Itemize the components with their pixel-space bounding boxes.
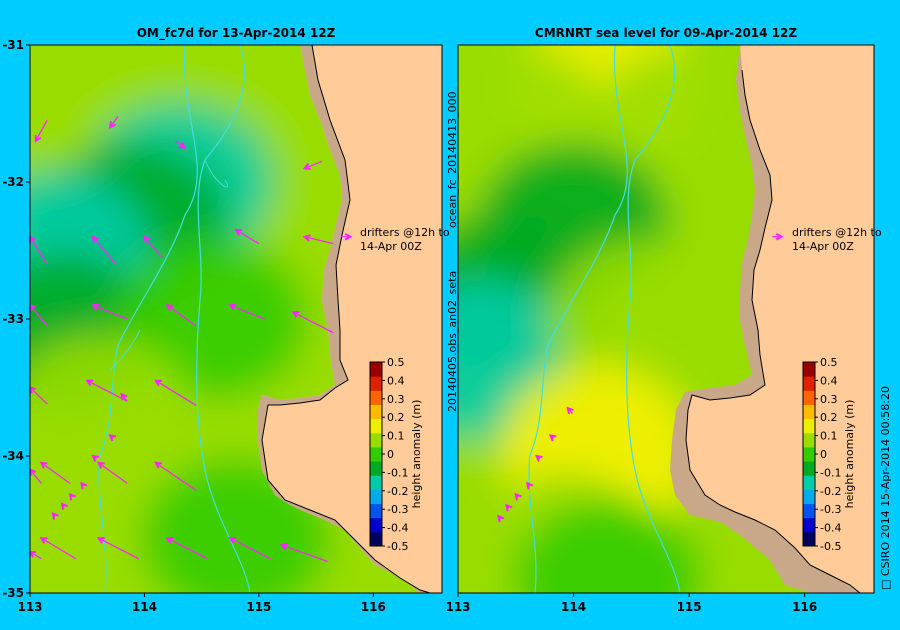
x-tick-label: 116 (792, 600, 817, 614)
x-tick-label: 114 (561, 600, 586, 614)
colorbar-tick-label: -0.4 (387, 522, 408, 535)
colorbar-swatch (370, 489, 382, 504)
right-panel: CMRNRT sea level for 09-Apr-2014 12Z dri… (386, 5, 900, 630)
colorbar-tick-label: 0.3 (387, 393, 405, 406)
colorbar-swatch (803, 404, 815, 419)
colorbar-swatch (370, 518, 382, 533)
footer-label: □ CSIRO 2014 15-Apr-2014 00:58:20 (879, 386, 892, 590)
colorbar-swatch (803, 504, 815, 519)
y-tick-label: -31 (2, 38, 24, 52)
x-tick-label: 115 (246, 600, 271, 614)
colorbar-swatch (370, 419, 382, 434)
colorbar-tick-label: 0 (387, 448, 394, 461)
right-title: CMRNRT sea level for 09-Apr-2014 12Z (535, 26, 797, 40)
colorbar-tick-label: 0.1 (387, 430, 405, 443)
x-tick-label: 113 (445, 600, 470, 614)
left-field (0, 0, 482, 630)
colorbar-swatch (370, 475, 382, 490)
colorbar-tick-label: -0.5 (387, 540, 408, 553)
colorbar-swatch (803, 447, 815, 462)
colorbar-label: height anomaly (m) (410, 400, 423, 509)
colorbar-swatch (370, 362, 382, 377)
colorbar-swatch (803, 518, 815, 533)
colorbar-tick-label: -0.2 (820, 485, 841, 498)
colorbar-swatch (803, 461, 815, 476)
x-tick-label: 116 (361, 600, 386, 614)
left-x-ticks: 113 114 115 116 (17, 593, 385, 614)
colorbar-swatch (803, 362, 815, 377)
right-field (386, 5, 900, 630)
left-panel: OM_fc7d for 13-Apr-2014 12Z drifters @12… (0, 0, 482, 630)
colorbar-swatch (370, 376, 382, 391)
colorbar-swatch (803, 376, 815, 391)
colorbar-swatch (370, 433, 382, 448)
y-tick-label: -35 (2, 586, 24, 600)
colorbar-swatch (803, 475, 815, 490)
colorbar-swatch (370, 504, 382, 519)
colorbar-tick-label: -0.5 (820, 540, 841, 553)
colorbar-swatch (370, 404, 382, 419)
colorbar-tick-label: 0.4 (820, 374, 838, 387)
colorbar-tick-label: 0.2 (820, 411, 838, 424)
colorbar-swatch (370, 532, 382, 547)
colorbar-swatch (803, 489, 815, 504)
colorbar-tick-label: -0.2 (387, 485, 408, 498)
colorbar-tick-label: 0.2 (387, 411, 405, 424)
colorbar-tick-label: -0.3 (387, 503, 408, 516)
colorbar-tick-label: 0.5 (820, 356, 838, 369)
colorbar-label: height anomaly (m) (843, 400, 856, 509)
colorbar-swatch (803, 532, 815, 547)
colorbar-tick-label: 0.5 (387, 356, 405, 369)
colorbar-tick-label: 0.1 (820, 430, 838, 443)
colorbar-swatch (803, 433, 815, 448)
colorbar-swatch (370, 447, 382, 462)
y-tick-label: -32 (2, 175, 24, 189)
file-label-left: 20140405.obs_an02_seta (446, 271, 459, 412)
right-x-ticks: 113 114 115 116 (445, 593, 817, 614)
file-label-right: ocean_fc_20140413_000 (446, 91, 459, 228)
right-annotation-line1: drifters @12h to (792, 226, 882, 239)
y-tick-label: -33 (2, 312, 24, 326)
colorbar-swatch (803, 419, 815, 434)
colorbar-tick-label: 0.4 (387, 374, 405, 387)
colorbar-swatch (370, 461, 382, 476)
y-tick-label: -34 (2, 449, 24, 463)
colorbar-tick-label: 0.3 (820, 393, 838, 406)
x-tick-label: 114 (132, 600, 157, 614)
colorbar-tick-label: -0.1 (820, 466, 841, 479)
left-annotation-line1: drifters @12h to (360, 226, 450, 239)
left-y-ticks: -31 -32 -33 -34 -35 (2, 38, 30, 600)
colorbar-swatch (370, 390, 382, 405)
colorbar-tick-label: -0.4 (820, 522, 841, 535)
colorbar-tick-label: -0.1 (387, 466, 408, 479)
colorbar-tick-label: 0 (820, 448, 827, 461)
colorbar-swatch (803, 390, 815, 405)
left-title: OM_fc7d for 13-Apr-2014 12Z (137, 26, 336, 41)
left-annotation-line2: 14-Apr 00Z (360, 240, 422, 253)
x-tick-label: 115 (677, 600, 702, 614)
x-tick-label: 113 (17, 600, 42, 614)
colorbar-tick-label: -0.3 (820, 503, 841, 516)
right-annotation-line2: 14-Apr 00Z (792, 240, 854, 253)
